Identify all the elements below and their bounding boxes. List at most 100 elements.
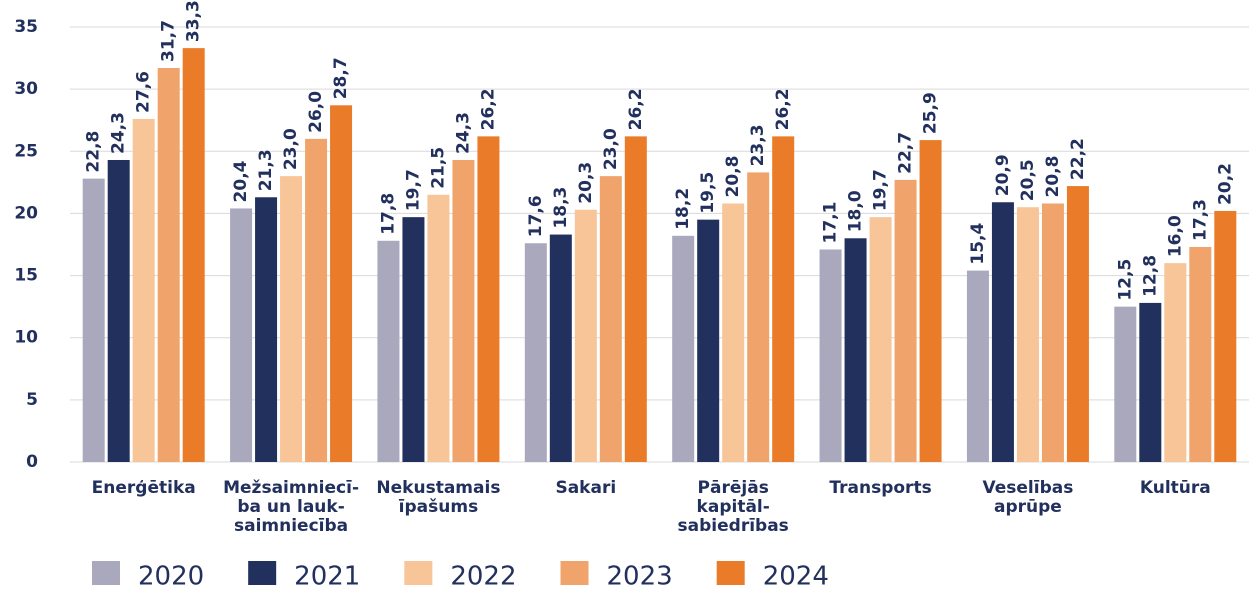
value-label: 19,7 [403, 169, 423, 211]
bar [919, 140, 942, 462]
y-tick-label: 10 [14, 328, 38, 348]
x-tick-label: Veselības aprūpe [983, 478, 1074, 517]
bar [991, 202, 1014, 462]
bar [1114, 306, 1137, 462]
bar [452, 159, 475, 462]
x-tick-label-line: Pārējās [698, 478, 769, 498]
bar [255, 197, 278, 462]
legend-label: 2024 [763, 562, 829, 586]
value-label: 12,5 [1115, 259, 1135, 301]
x-tick-label: Sakari [555, 478, 616, 498]
value-label: 23,3 [748, 124, 768, 166]
x-tick-label: Nekustamais īpašums [376, 478, 500, 517]
bar [330, 105, 353, 463]
value-label: 23,0 [601, 128, 621, 170]
bar [1164, 263, 1187, 462]
value-label: 26,0 [306, 91, 326, 133]
bar [1214, 210, 1237, 462]
value-label: 18,0 [846, 190, 866, 232]
legend-swatch [92, 561, 120, 589]
value-label: 16,0 [1165, 215, 1185, 257]
x-tick-label-line: kapitāl- [697, 497, 770, 517]
x-tick-label: Transports [829, 478, 931, 498]
bar [524, 243, 547, 462]
bar [402, 217, 425, 462]
y-tick-label: 20 [14, 203, 38, 223]
legend-label: 2022 [450, 562, 516, 586]
bar [844, 238, 867, 462]
x-tick-label: Enerģētika [92, 478, 196, 498]
bar [377, 240, 400, 462]
legend-label: 2020 [138, 562, 204, 586]
y-tick-label: 0 [26, 452, 38, 472]
bar [82, 178, 105, 462]
value-label: 24,3 [109, 112, 129, 154]
y-tick-label: 25 [14, 141, 38, 161]
bar [549, 234, 572, 462]
bar [305, 138, 328, 462]
value-label: 26,2 [773, 88, 793, 130]
value-label: 20,8 [1043, 156, 1063, 198]
bar [966, 270, 989, 462]
value-label: 20,5 [1018, 159, 1038, 201]
value-label: 15,4 [968, 222, 988, 264]
x-tick-label-line: Sakari [555, 478, 616, 498]
bar [599, 176, 622, 462]
bar [280, 176, 303, 462]
value-label: 20,9 [993, 154, 1013, 196]
value-label: 20,4 [231, 160, 251, 202]
bar [477, 136, 500, 462]
legend-swatch [716, 561, 745, 589]
legend-swatch [560, 561, 589, 589]
value-label: 24,3 [453, 112, 473, 154]
bar [1016, 207, 1039, 462]
bar [624, 136, 647, 462]
x-tick-label-line: Kultūra [1140, 478, 1211, 498]
x-tick-label-line: aprūpe [994, 497, 1062, 517]
bar [132, 118, 155, 462]
legend-swatch [404, 561, 433, 589]
value-label: 20,8 [723, 156, 743, 198]
value-label: 20,2 [1215, 163, 1235, 205]
value-label: 26,2 [626, 88, 646, 130]
bar [1041, 203, 1064, 462]
x-tick-label-line: ba un lauk- [237, 497, 344, 517]
value-label: 23,0 [281, 128, 301, 170]
x-tick-label-line: sabiedrības [678, 516, 789, 536]
bar [427, 194, 450, 463]
value-label: 22,2 [1068, 138, 1088, 180]
bar [182, 48, 205, 462]
x-tick-label-line: Nekustamais [376, 478, 500, 498]
bar [697, 219, 720, 462]
bar [1066, 186, 1089, 463]
legend-label: 2021 [294, 562, 360, 586]
x-tick-label-line: Transports [829, 478, 931, 498]
value-label: 12,8 [1140, 255, 1160, 297]
y-tick-label: 30 [14, 79, 38, 99]
value-label: 31,7 [159, 20, 179, 62]
value-label: 20,3 [576, 162, 596, 204]
x-tick-label: Mežsaimniecī-ba un lauk-saimniecība [223, 478, 359, 536]
bar [672, 235, 695, 462]
value-label: 17,6 [526, 195, 546, 237]
value-label: 26,2 [478, 88, 498, 130]
bar [747, 172, 770, 462]
value-label: 17,8 [378, 193, 398, 235]
bar [107, 159, 130, 462]
x-tick-label-line: Mežsaimniecī- [223, 478, 359, 498]
x-tick-label: Kultūra [1140, 478, 1211, 498]
bar [722, 203, 745, 462]
x-tick-label-line: Enerģētika [92, 478, 196, 498]
value-label: 19,5 [698, 172, 718, 214]
y-tick-label: 5 [26, 390, 38, 410]
value-label: 22,7 [896, 132, 916, 174]
value-label: 21,5 [428, 147, 448, 189]
bar [772, 136, 795, 462]
value-label: 22,8 [84, 131, 104, 173]
y-tick-label: 15 [14, 266, 38, 286]
x-tick-label: Pārējās kapitāl-sabiedrības [678, 478, 789, 536]
legend-label: 2023 [607, 562, 673, 586]
bar [869, 217, 892, 462]
bar [1139, 302, 1162, 462]
